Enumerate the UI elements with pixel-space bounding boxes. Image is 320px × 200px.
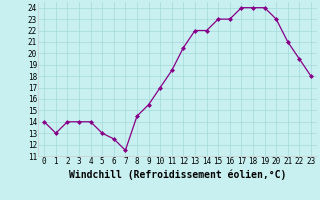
X-axis label: Windchill (Refroidissement éolien,°C): Windchill (Refroidissement éolien,°C) [69,169,286,180]
